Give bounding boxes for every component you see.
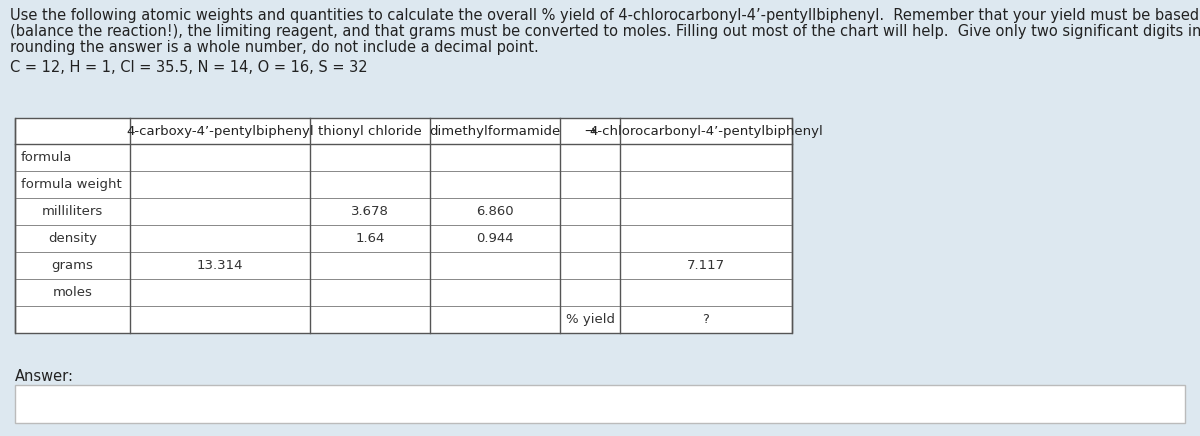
Text: Use the following atomic weights and quantities to calculate the overall % yield: Use the following atomic weights and qua… <box>10 8 1200 23</box>
Bar <box>14 118 792 333</box>
Text: dimethylformamide: dimethylformamide <box>430 125 560 137</box>
Text: 1.64: 1.64 <box>355 232 385 245</box>
Text: 4-chlorocarbonyl-4’-pentylbiphenyl: 4-chlorocarbonyl-4’-pentylbiphenyl <box>589 125 823 137</box>
Text: (balance the reaction!), the limiting reagent, and that grams must be converted : (balance the reaction!), the limiting re… <box>10 24 1200 39</box>
Text: milliliters: milliliters <box>42 205 103 218</box>
Text: 0.944: 0.944 <box>476 232 514 245</box>
Text: →: → <box>584 125 595 137</box>
Text: C = 12, H = 1, Cl = 35.5, N = 14, O = 16, S = 32: C = 12, H = 1, Cl = 35.5, N = 14, O = 16… <box>10 60 367 75</box>
Text: formula: formula <box>22 151 72 164</box>
Text: grams: grams <box>52 259 94 272</box>
Text: ?: ? <box>702 313 709 326</box>
Text: 4-carboxy-4’-pentylbiphenyl: 4-carboxy-4’-pentylbiphenyl <box>126 125 314 137</box>
Text: 7.117: 7.117 <box>686 259 725 272</box>
Bar <box>14 385 1186 423</box>
Text: thionyl chloride: thionyl chloride <box>318 125 422 137</box>
Text: formula weight: formula weight <box>22 178 121 191</box>
Text: 3.678: 3.678 <box>352 205 389 218</box>
Text: moles: moles <box>53 286 92 299</box>
Text: Answer:: Answer: <box>14 369 74 384</box>
Text: % yield: % yield <box>565 313 614 326</box>
Text: density: density <box>48 232 97 245</box>
Text: 13.314: 13.314 <box>197 259 244 272</box>
Text: rounding the answer is a whole number, do not include a decimal point.: rounding the answer is a whole number, d… <box>10 40 539 55</box>
Text: 6.860: 6.860 <box>476 205 514 218</box>
